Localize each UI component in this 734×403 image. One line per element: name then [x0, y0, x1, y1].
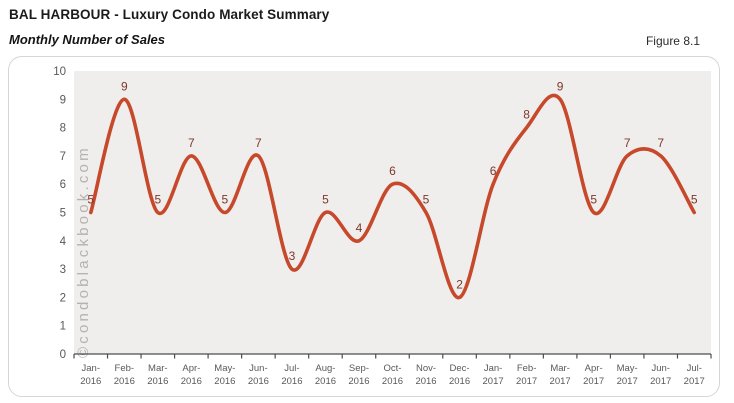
chart-panel: ©condoblackbook.com 0 1 2 3 4 5 6 7 8 9 10 Jan-2016 F…	[8, 56, 720, 397]
x-axis-tick-label: Mar-2016	[147, 363, 168, 387]
x-axis-tick-label: Jun-2016	[248, 363, 269, 387]
data-label: 7	[188, 136, 195, 150]
x-axis-tick-label: Dec-2016	[449, 363, 470, 387]
monthly-sales-line-chart: ©condoblackbook.com 0 1 2 3 4 5 6 7 8 9 10 Jan-2016 F…	[53, 66, 712, 387]
data-label: 9	[557, 79, 564, 93]
x-axis-tick-label: Aug-2016	[315, 363, 336, 387]
x-axis-tick-label: Sep-2016	[348, 363, 369, 387]
x-axis-tick-label: Mar-2017	[550, 363, 571, 387]
sales-series-line	[89, 93, 696, 300]
page-title: BAL HARBOUR - Luxury Condo Market Summar…	[9, 7, 330, 22]
data-labels: 5 9 5 7 5 7 3 5 4 6 5 2 6 8 9 5 7 7 5	[87, 79, 697, 291]
x-axis-tick-label: Oct-2016	[382, 363, 403, 387]
x-axis-tick-label: Jan-2016	[80, 363, 101, 387]
data-label: 6	[389, 164, 396, 178]
data-label: 7	[657, 136, 664, 150]
data-label: 5	[87, 193, 94, 207]
chart-subtitle: Monthly Number of Sales	[9, 32, 166, 47]
data-label: 7	[624, 136, 631, 150]
x-axis: Jan-2016 Feb-2016 Mar-2016 Apr-2016 May-2016…	[73, 353, 712, 387]
data-label: 5	[222, 193, 229, 207]
x-axis-tick-label: Feb-2016	[114, 363, 135, 387]
data-label: 7	[255, 136, 262, 150]
plot-area	[74, 71, 711, 354]
data-label: 5	[590, 193, 597, 207]
x-axis-tick-label: Nov-2016	[415, 363, 436, 387]
data-label: 2	[456, 277, 463, 291]
data-label: 8	[523, 108, 530, 122]
x-axis-tick-label: May-2016	[214, 363, 235, 387]
data-label: 5	[423, 193, 430, 207]
x-axis-tick-label: Jul-2016	[281, 363, 302, 387]
data-label: 5	[322, 193, 329, 207]
figure-label: Figure 8.1	[645, 34, 700, 48]
y-axis-tick-label: 0	[60, 349, 66, 361]
y-axis-tick-label: 7	[60, 151, 66, 163]
data-label: 5	[691, 193, 698, 207]
x-axis-tick-label: Jun-2017	[650, 363, 671, 387]
x-axis-tick-label: Feb-2017	[516, 363, 537, 387]
y-axis-tick-label: 9	[60, 94, 66, 106]
data-label: 5	[154, 193, 161, 207]
data-label: 3	[289, 249, 296, 263]
y-axis-tick-label: 2	[60, 292, 66, 304]
data-label: 6	[490, 164, 497, 178]
y-axis-tick-label: 10	[53, 66, 66, 78]
y-axis-tick-label: 4	[60, 236, 67, 248]
y-axis-tick-label: 6	[60, 179, 66, 191]
data-label: 4	[356, 221, 363, 235]
watermark: ©condoblackbook.com	[75, 145, 92, 358]
x-axis-tick-label: Jan-2017	[483, 363, 504, 387]
y-axis-tick-label: 5	[60, 208, 66, 220]
y-axis-tick-label: 3	[60, 264, 66, 276]
x-axis-tick-label: Apr-2017	[583, 363, 604, 387]
data-label: 9	[121, 79, 128, 93]
x-axis-tick-label: Apr-2016	[181, 363, 202, 387]
y-axis: 0 1 2 3 4 5 6 7 8 9 10	[53, 66, 66, 361]
y-axis-tick-label: 8	[60, 123, 66, 135]
x-axis-tick-label: Jul-2017	[684, 363, 705, 387]
x-axis-tick-label: May-2017	[617, 363, 638, 387]
y-axis-tick-label: 1	[60, 321, 66, 333]
